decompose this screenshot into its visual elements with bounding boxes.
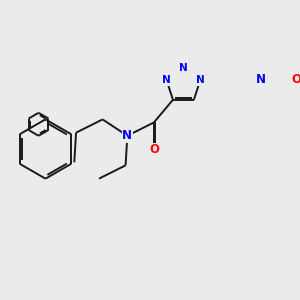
Text: N: N	[196, 75, 205, 85]
Text: N: N	[179, 63, 188, 73]
Text: N: N	[122, 129, 132, 142]
Text: N: N	[256, 74, 266, 86]
Text: O: O	[291, 74, 300, 86]
Text: O: O	[149, 143, 159, 156]
Text: N: N	[162, 75, 171, 85]
